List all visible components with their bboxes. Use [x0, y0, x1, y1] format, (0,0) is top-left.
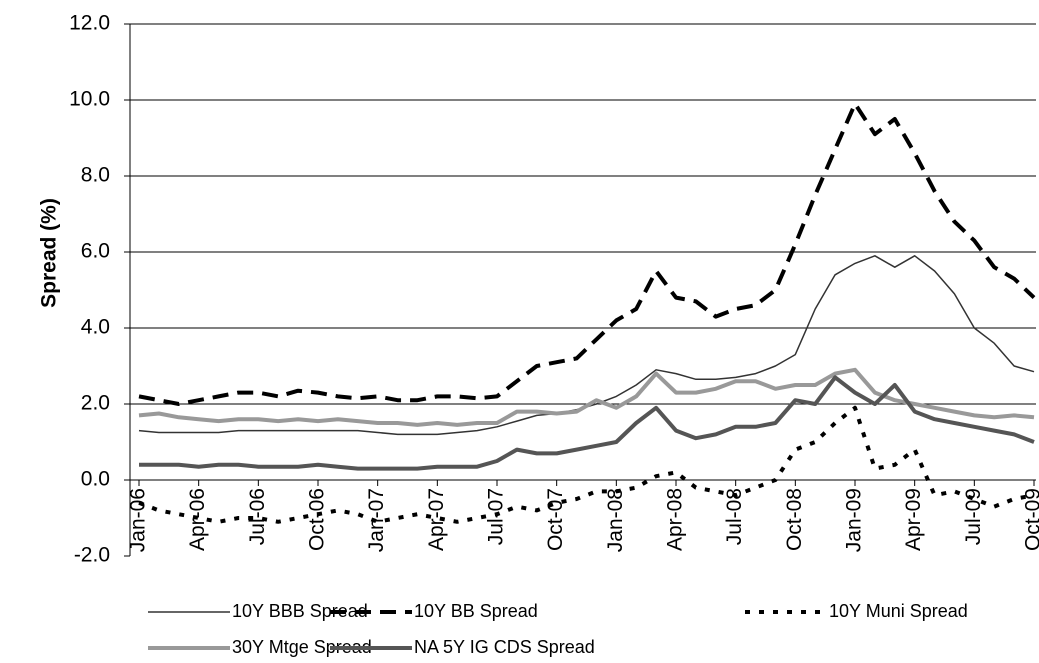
y-axis-title: Spread (%)	[38, 198, 61, 308]
x-tick-label: Apr-07	[425, 488, 448, 551]
series-line	[138, 101, 1036, 406]
x-tick-label: Jan-07	[365, 488, 388, 552]
legend-label: NA 5Y IG CDS Spread	[414, 637, 595, 657]
x-tick-label: Jan-09	[843, 488, 866, 552]
y-tick-label: 12.0	[69, 12, 110, 35]
x-tick-label: Oct-07	[544, 488, 567, 551]
y-tick-label: 0.0	[81, 468, 110, 491]
x-tick-label: Apr-09	[902, 488, 925, 551]
x-tick-label: Oct-06	[306, 488, 329, 551]
x-tick-label: Oct-08	[783, 488, 806, 551]
x-tick-label: Jan-08	[604, 488, 627, 552]
y-tick-label: -2.0	[74, 544, 110, 567]
x-tick-label: Jul-07	[485, 488, 508, 545]
x-tick-label: Jul-06	[246, 488, 269, 545]
y-tick-label: 10.0	[69, 88, 110, 111]
y-tick-label: 8.0	[81, 164, 110, 187]
x-tick-label: Apr-08	[664, 488, 687, 551]
legend-label: 10Y BBB Spread	[232, 601, 368, 621]
legend-label: 10Y Muni Spread	[829, 601, 968, 621]
y-tick-label: 4.0	[81, 316, 110, 339]
x-tick-label: Apr-06	[186, 488, 209, 551]
x-tick-label: Jan-06	[127, 488, 150, 552]
y-tick-label: 2.0	[81, 392, 110, 415]
legend-label: 10Y BB Spread	[414, 601, 538, 621]
x-tick-label: Jul-09	[962, 488, 985, 545]
y-tick-label: 6.0	[81, 240, 110, 263]
x-tick-label: Oct-09	[1022, 488, 1039, 551]
x-tick-label: Jul-08	[723, 488, 746, 545]
series-line	[139, 375, 1035, 471]
legend-label: 30Y Mtge Spread	[232, 637, 372, 657]
